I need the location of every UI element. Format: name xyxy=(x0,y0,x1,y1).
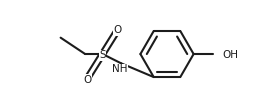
Text: OH: OH xyxy=(223,50,239,60)
Text: NH: NH xyxy=(112,64,128,74)
Text: O: O xyxy=(83,75,91,85)
Text: S: S xyxy=(99,50,106,60)
Text: O: O xyxy=(114,25,122,36)
